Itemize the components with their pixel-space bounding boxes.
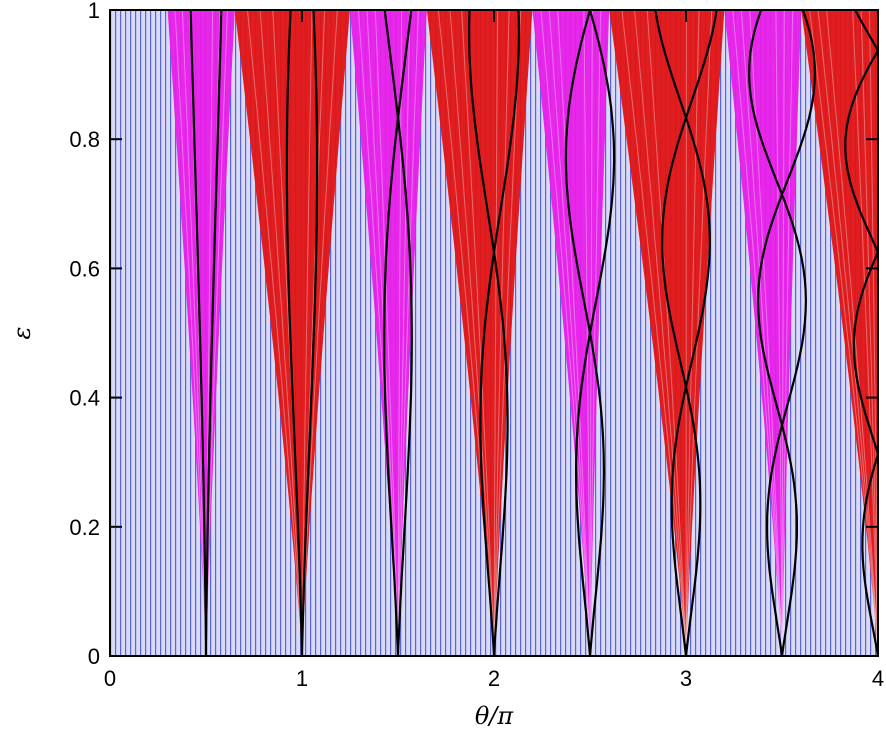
resonance-band-1 xyxy=(167,10,235,656)
stability-boundary xyxy=(479,10,521,656)
stability-boundary xyxy=(564,10,606,656)
stability-boundary xyxy=(852,10,878,656)
band-contour xyxy=(646,10,687,656)
resonance-band-6 xyxy=(609,10,725,656)
resonance-band-7 xyxy=(724,10,802,656)
x-tick-label: 0 xyxy=(104,666,116,691)
stability-boundary xyxy=(747,10,808,656)
resonance-band-5 xyxy=(532,10,610,656)
band-contour xyxy=(633,10,700,656)
y-tick-label: 0.8 xyxy=(69,127,100,152)
band-contour xyxy=(825,10,878,656)
resonance-band-8 xyxy=(801,10,878,656)
band-contour xyxy=(366,10,411,656)
x-axis-label: θ/π xyxy=(475,702,515,730)
stability-boundary xyxy=(756,10,817,656)
band-contour xyxy=(374,10,403,656)
band-contour xyxy=(174,10,228,656)
stability-boundary xyxy=(300,10,319,656)
y-tick-label: 0.6 xyxy=(69,256,100,281)
stability-boundary xyxy=(467,10,509,656)
stability-boundary xyxy=(285,10,304,656)
band-contour xyxy=(740,10,785,656)
band-contour xyxy=(246,10,338,656)
x-tick-label: 1 xyxy=(296,666,308,691)
plot-area xyxy=(110,10,878,656)
stability-boundary xyxy=(844,48,878,656)
band-contour xyxy=(189,10,214,656)
axes: 0 1 2 3 4 0 0.2 0.4 0.6 0.8 1 θ/π ε xyxy=(8,0,884,730)
band-contour xyxy=(259,10,326,656)
resonance-band-3 xyxy=(350,10,427,656)
stability-boundary xyxy=(189,10,208,656)
y-tick-label: 1 xyxy=(88,0,100,23)
band-contour xyxy=(621,10,713,656)
stability-boundary xyxy=(383,10,413,656)
band-contour xyxy=(548,10,593,656)
x-tick-label: 3 xyxy=(680,666,692,691)
resonance-band-2 xyxy=(234,10,350,656)
y-tick-label: 0.4 xyxy=(69,386,100,411)
band-contour xyxy=(461,10,499,656)
stability-boundary xyxy=(204,10,223,656)
y-tick-label: 0 xyxy=(88,644,100,669)
y-axis-label: ε xyxy=(8,327,36,340)
band-contour xyxy=(749,10,783,656)
x-tick-label: 2 xyxy=(488,666,500,691)
stability-boundary xyxy=(661,10,718,656)
y-tick-label: 0.2 xyxy=(69,515,100,540)
band-contour xyxy=(557,10,591,656)
band-contour xyxy=(809,10,878,656)
x-tick-label: 4 xyxy=(872,666,884,691)
band-contour xyxy=(437,10,522,656)
